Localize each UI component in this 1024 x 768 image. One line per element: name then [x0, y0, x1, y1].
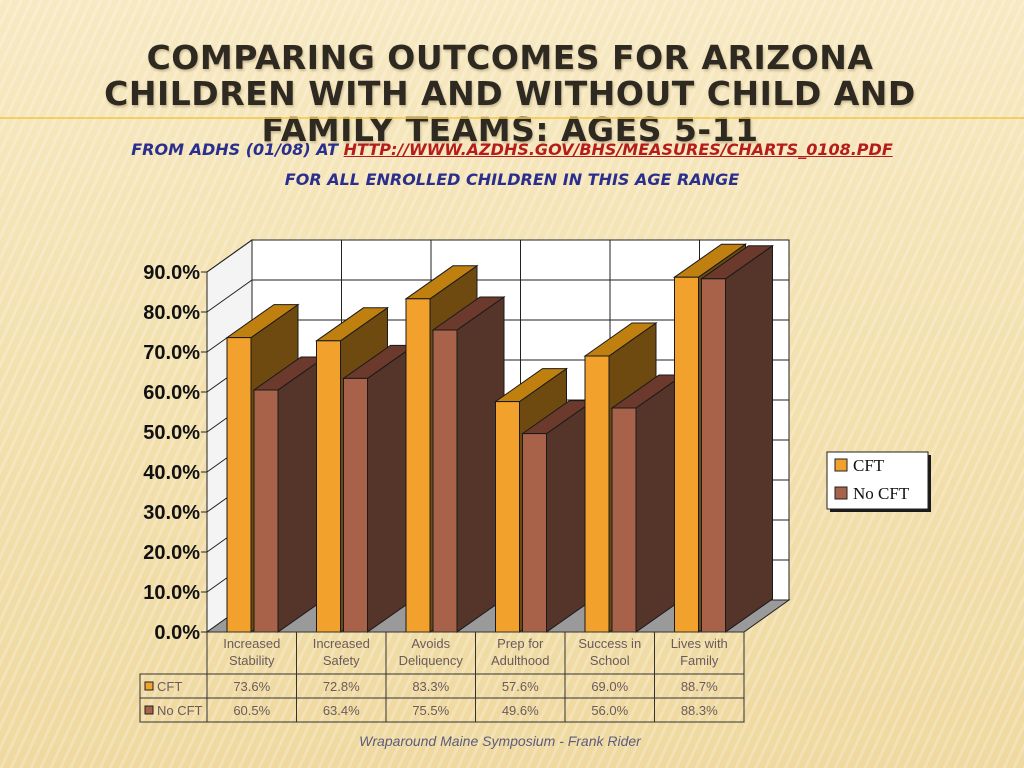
nocft-table-swatch [144, 705, 154, 715]
source-prefix: From ADHS (01/08) at [131, 140, 344, 159]
source-line: From ADHS (01/08) at http://www.azdhs.go… [0, 140, 1024, 159]
footer-credit: Wraparound Maine Symposium - Frank Rider [359, 733, 641, 749]
data-table: Increased Stability Increased Safety Avoids D… [139, 631, 745, 723]
scope-line: For all enrolled children in this age ra… [284, 170, 740, 189]
x-category-label: Stability [229, 653, 275, 668]
cft-legend-swatch [834, 458, 848, 472]
legend-label: CFT [853, 456, 885, 475]
x-category-label: Lives with [671, 636, 728, 651]
x-category-label: Increased [313, 636, 370, 651]
table-series-name: CFT [157, 679, 182, 694]
y-tick-label: 50.0% [143, 422, 200, 444]
x-category-label: Success in [578, 636, 641, 651]
nocft-bar-side [725, 244, 773, 633]
x-category-label: Family [680, 653, 719, 668]
y-tick-label: 60.0% [143, 382, 200, 404]
x-category-label: Increased [223, 636, 280, 651]
cft-bar [405, 298, 431, 633]
nocft-bar [611, 407, 637, 633]
cft-bar [316, 340, 341, 633]
cft-table-swatch [144, 681, 154, 691]
cft-bar [495, 401, 520, 633]
x-category-label: Deliquency [399, 653, 464, 668]
cft-bar [674, 276, 699, 633]
y-tick-label: 80.0% [143, 302, 200, 324]
data-label: 56.0% [591, 703, 628, 718]
source-link[interactable]: http://www.azdhs.gov/bhs/measures/charts… [343, 140, 893, 159]
y-tick-label: 10.0% [143, 582, 200, 604]
data-label: 83.3% [412, 679, 449, 694]
data-label: 88.7% [681, 679, 718, 694]
cft-bar [226, 337, 252, 633]
nocft-bar [522, 433, 547, 633]
data-label: 72.8% [323, 679, 360, 694]
data-label: 60.5% [233, 703, 270, 718]
nocft-bar [701, 278, 726, 633]
data-label: 49.6% [502, 703, 539, 718]
y-tick-label: 30.0% [143, 502, 200, 524]
table-series-name: No CFT [157, 703, 203, 718]
y-tick-label: 20.0% [143, 542, 200, 564]
y-tick-label: 90.0% [143, 262, 200, 284]
nocft-bar [253, 389, 279, 633]
x-category-label: Safety [323, 653, 360, 668]
x-category-label: School [590, 653, 630, 668]
y-tick-label: 70.0% [143, 342, 200, 364]
y-tick-label: 40.0% [143, 462, 200, 484]
x-category-label: Adulthood [491, 653, 550, 668]
data-label: 57.6% [502, 679, 539, 694]
nocft-legend-swatch [834, 486, 848, 500]
nocft-bar [343, 377, 368, 633]
data-label: 88.3% [681, 703, 718, 718]
data-label: 73.6% [233, 679, 270, 694]
x-category-label: Avoids [411, 636, 450, 651]
chart-legend: CFT No CFT [826, 451, 931, 512]
nocft-bar [432, 329, 458, 633]
data-label: 75.5% [412, 703, 449, 718]
data-label: 63.4% [323, 703, 360, 718]
x-category-label: Prep for [497, 636, 544, 651]
y-tick-label: 0.0% [154, 622, 200, 644]
legend-label: No CFT [853, 484, 910, 503]
title-divider [0, 117, 1024, 119]
cft-bar [584, 355, 610, 633]
data-label: 69.0% [591, 679, 628, 694]
